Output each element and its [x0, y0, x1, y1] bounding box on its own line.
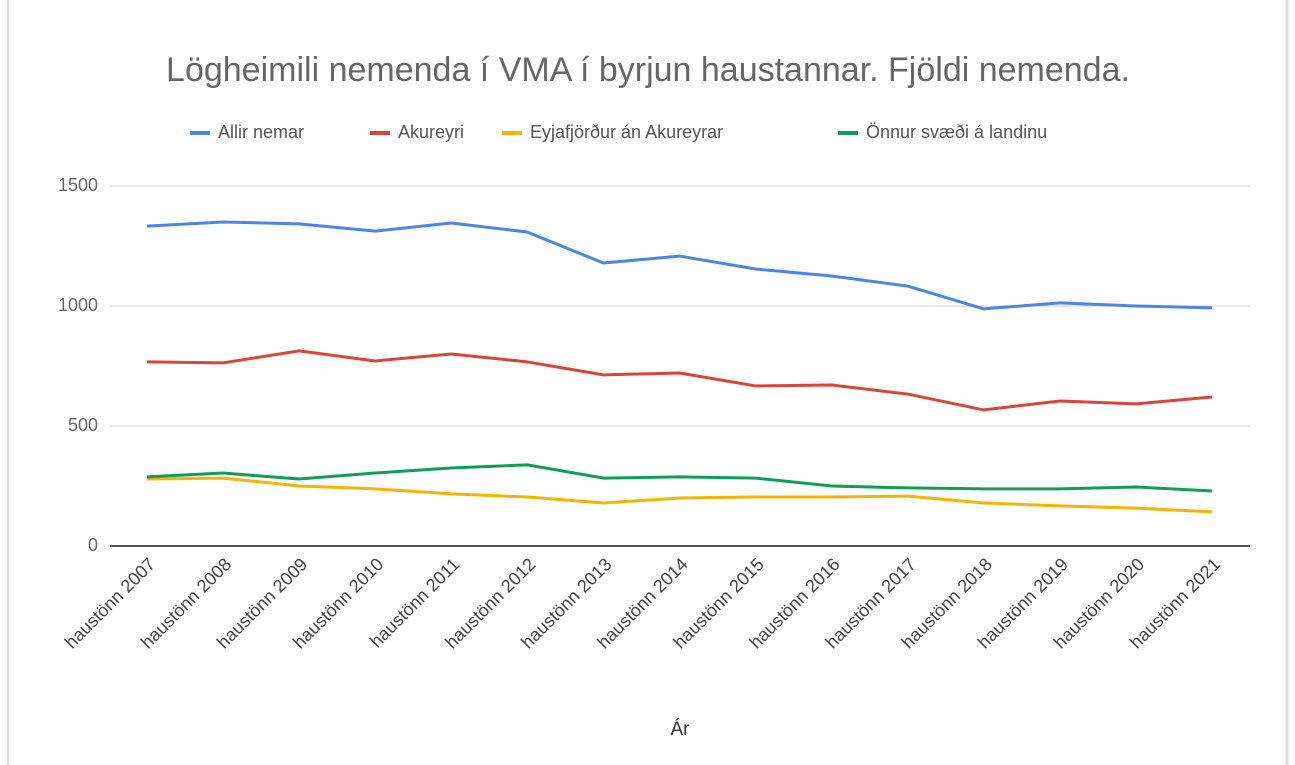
y-tick-label: 1500	[58, 175, 98, 195]
legend-label: Eyjafjörður án Akureyrar	[530, 122, 723, 142]
y-tick-label: 1000	[58, 295, 98, 315]
series-line	[146, 463, 1213, 493]
x-axis-title: Ár	[671, 719, 691, 740]
legend-label: Allir nemar	[218, 122, 304, 142]
series-line	[146, 220, 1213, 311]
chart-title: Lögheimili nemenda í VMA í byrjun hausta…	[166, 51, 1130, 89]
y-tick-label: 500	[68, 415, 98, 435]
series-line	[146, 476, 1213, 514]
series-line	[146, 349, 1213, 412]
legend-label: Akureyri	[398, 122, 464, 142]
legend-label: Önnur svæði á landinu	[866, 122, 1047, 142]
y-tick-label: 0	[88, 535, 98, 555]
